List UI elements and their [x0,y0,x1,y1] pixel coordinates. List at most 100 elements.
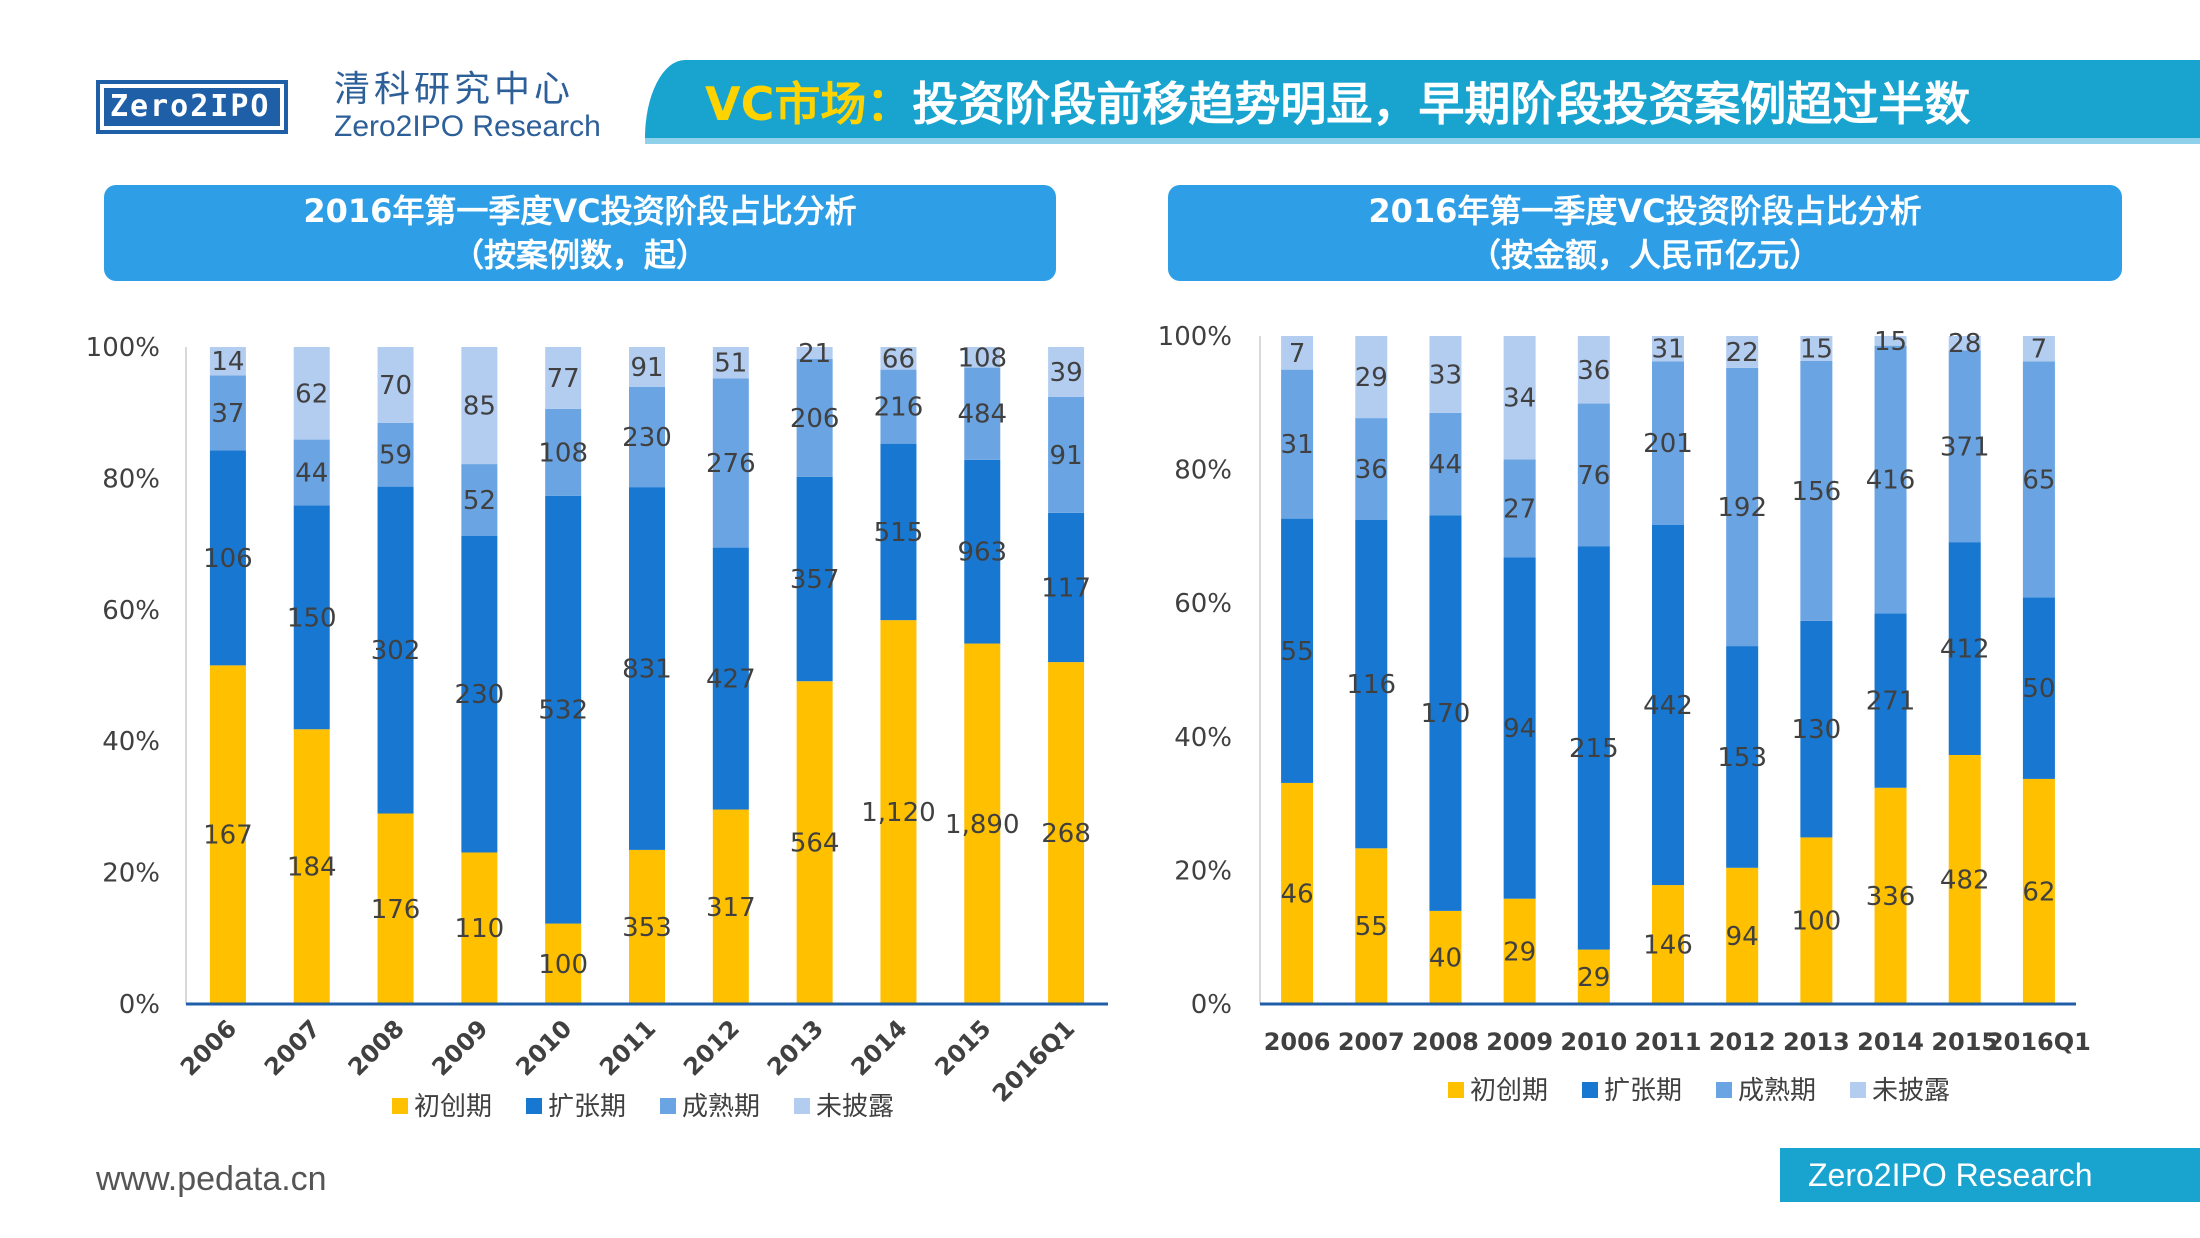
bar-segment [461,464,498,536]
bar-segment [1577,403,1610,547]
logo-text: Zero2IPO [104,88,280,126]
data-label: 371 [1940,432,1990,462]
data-label: 39 [1050,358,1083,388]
bar-segment [1048,347,1085,397]
legend-label: 成熟期 [1738,1076,1816,1106]
data-label: 184 [287,853,337,883]
data-label: 108 [538,438,588,468]
data-label: 50 [2022,674,2055,704]
bar-segment [880,369,917,444]
data-label: 100 [538,950,588,980]
y-tick-label: 0% [119,990,160,1020]
legend-swatch [660,1098,676,1114]
bar-segment [2022,597,2055,779]
x-tick-label: 2013 [1783,1028,1850,1056]
bar-segment [1355,418,1388,520]
bar-segment [1800,837,1833,1004]
data-label: 29 [1577,963,1610,993]
bar-segment [293,347,330,440]
legend-swatch [1716,1082,1732,1098]
data-label: 52 [463,486,496,516]
data-label: 353 [622,913,672,943]
data-label: 77 [547,364,580,394]
x-tick-label: 2008 [1412,1028,1479,1056]
data-label: 271 [1866,687,1916,717]
x-tick-label: 2007 [1338,1028,1405,1056]
data-label: 206 [790,404,840,434]
data-label: 117 [1041,573,1091,603]
bar-segment [1948,336,1981,351]
data-label: 216 [874,393,924,423]
data-label: 91 [1050,441,1083,471]
data-label: 44 [295,458,328,488]
data-label: 192 [1717,493,1767,523]
bar-segment [1503,557,1536,899]
data-label: 14 [211,347,244,377]
bar-segment [1874,345,1907,614]
bar-segment [461,852,498,1004]
legend-swatch [794,1098,810,1114]
bar-segment [293,505,330,730]
bar-segment [796,476,833,682]
bar-segment [1726,367,1759,647]
bar-segment [1577,546,1610,950]
y-tick-label: 20% [102,859,160,889]
x-tick-label: 2006 [1264,1028,1331,1056]
data-label: 484 [957,400,1007,430]
data-label: 85 [463,392,496,422]
bar-segment [1577,949,1610,1004]
legend-swatch [1448,1082,1464,1098]
data-label: 46 [1281,879,1314,909]
y-tick-label: 100% [1158,322,1232,352]
data-label: 302 [371,636,421,666]
page-title-bar: VC市场：投资阶段前移趋势明显，早期阶段投资案例超过半数 [645,60,2200,144]
bar-segment [712,378,749,548]
bar-segment [1652,524,1684,886]
bar-segment [629,347,665,387]
data-label: 36 [1577,356,1610,386]
legend-label: 成熟期 [682,1092,760,1122]
chart-left-title-line2: （按案例数，起） [451,236,708,274]
bar-segment [545,347,582,409]
legend-swatch [1582,1082,1598,1098]
bar-segment [964,347,1001,368]
data-label: 91 [630,353,663,383]
data-label: 146 [1643,931,1693,961]
footer-url: www.pedata.cn [96,1160,327,1198]
legend-swatch [1850,1082,1866,1098]
data-label: 36 [1355,455,1388,485]
legend-label: 初创期 [1470,1076,1548,1106]
data-label: 230 [622,423,672,453]
data-label: 831 [622,655,672,685]
bar-segment [209,450,246,666]
data-label: 40 [1429,943,1462,973]
data-label: 31 [1651,335,1684,365]
legend-label: 扩张期 [1604,1076,1682,1106]
bar-segment [1281,782,1314,1004]
data-label: 150 [287,603,337,633]
data-label: 7 [2031,335,2048,365]
chart-left-title-line1: 2016年第一季度VC投资阶段占比分析 [303,192,857,230]
bar-segment [796,347,833,360]
bar-segment [545,923,582,1004]
data-label: 532 [538,696,588,726]
bar-segment [712,547,749,810]
bar-segment [1726,646,1759,868]
data-label: 268 [1041,819,1091,849]
data-label: 62 [2022,877,2055,907]
bar-segment [1429,336,1462,413]
bar-segment [1355,519,1388,849]
bar-segment [1503,336,1536,460]
data-label: 31 [1281,430,1314,460]
page-title-highlight: VC市场： [705,77,913,131]
bar-segment [712,809,749,1004]
x-tick-label: 2010 [1560,1028,1627,1056]
data-label: 412 [1940,635,1990,665]
data-label: 130 [1792,715,1842,745]
data-label: 65 [2022,465,2055,495]
data-label: 156 [1792,477,1842,507]
bar-segment [1874,336,1907,346]
data-label: 55 [1355,912,1388,942]
bar-segment [964,459,1001,644]
data-label: 515 [874,518,924,548]
